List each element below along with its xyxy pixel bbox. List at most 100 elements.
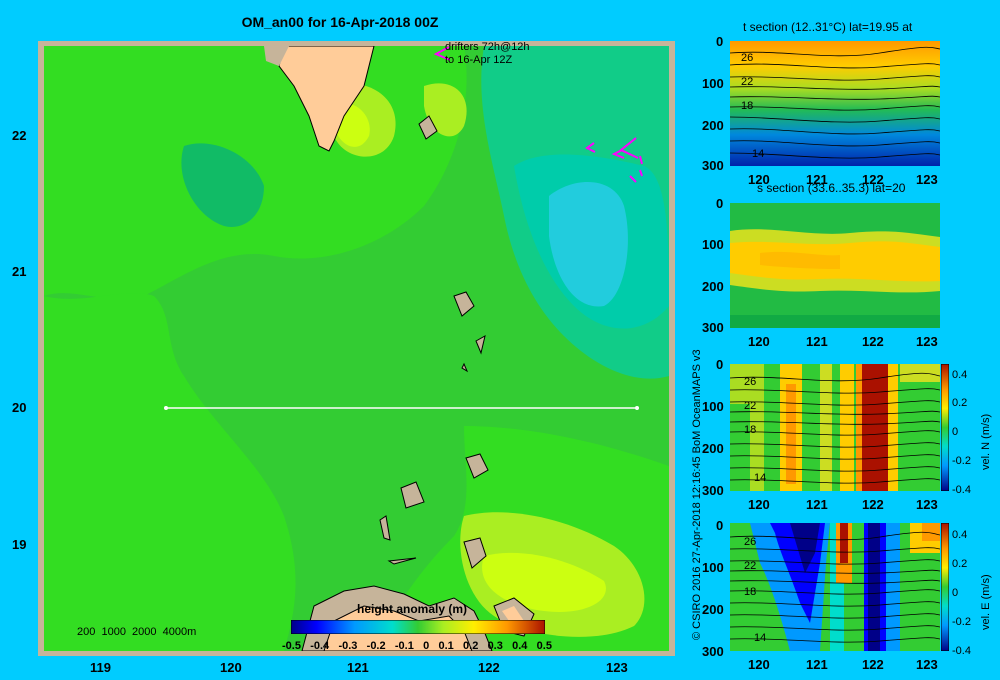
lon-tick-122: 122 xyxy=(478,660,500,675)
panel4-x-tick: 120 xyxy=(748,657,770,672)
velocity-north-panel[interactable] xyxy=(730,364,940,491)
panel3-x-tick: 123 xyxy=(916,497,938,512)
lon-tick-121: 121 xyxy=(347,660,369,675)
panel1-x-tick: 122 xyxy=(862,172,884,187)
panel3-x-tick: 121 xyxy=(806,497,828,512)
map-area[interactable] xyxy=(44,46,669,651)
panel1-x-tick: 121 xyxy=(806,172,828,187)
panel3-contour-label: 26 xyxy=(744,376,757,388)
panel4-contour-label: 26 xyxy=(744,536,757,548)
panel4-y-tick: 300 xyxy=(702,644,724,659)
panel3-x-tick: 120 xyxy=(748,497,770,512)
colorbar-labels: -0.5 -0.4 -0.3 -0.2 -0.1 0 0.1 0.2 0.3 0… xyxy=(282,640,552,652)
vel-n-colorbar xyxy=(941,364,949,491)
colorbar-label: -0.1 xyxy=(394,640,414,652)
panel2-y-tick: 200 xyxy=(702,279,724,294)
vel-n-tick: -0.4 xyxy=(952,484,971,496)
panel4-x-tick: 123 xyxy=(916,657,938,672)
panel3-y-tick: 0 xyxy=(716,357,724,372)
vel-n-tick: 0 xyxy=(952,426,959,438)
lon-tick-123: 123 xyxy=(606,660,628,675)
colorbar-label: 0.3 xyxy=(487,640,503,652)
colorbar-title: height anomaly (m) xyxy=(357,602,468,616)
vel-e-tick: 0.2 xyxy=(952,558,968,570)
panel2-y-tick: 100 xyxy=(702,237,724,252)
height-anomaly-map xyxy=(44,46,669,651)
colorbar-label: 0.4 xyxy=(512,640,528,652)
region-cyan-eddy xyxy=(549,182,628,307)
vel-e-tick: 0 xyxy=(952,587,959,599)
panel2-x-tick: 122 xyxy=(862,334,884,349)
colorbar-label: -0.5 xyxy=(282,640,301,652)
panel1-x-tick: 123 xyxy=(916,172,938,187)
panel1-contour-label: 14 xyxy=(752,148,765,160)
panel3-contour-label: 14 xyxy=(754,472,767,484)
panel1-x-tick: 120 xyxy=(748,172,770,187)
vel-e-tick: -0.4 xyxy=(952,645,971,657)
temperature-section-panel[interactable] xyxy=(730,41,940,166)
panel1-contour-label: 18 xyxy=(741,100,754,112)
vel-e-label: vel. E (m/s) xyxy=(980,574,992,630)
drifter-tracks xyxy=(433,46,643,183)
vel-n-tick: -0.2 xyxy=(952,455,971,467)
region-dark-green-west xyxy=(181,143,264,227)
panel2-y-tick: 300 xyxy=(702,320,724,335)
vel-n-label: vel. N (m/s) xyxy=(980,413,992,470)
panel1-y-tick: 100 xyxy=(702,76,724,91)
section-line-start[interactable] xyxy=(164,406,168,410)
lat-tick-22: 22 xyxy=(12,128,27,143)
drifters-label-line2: to 16-Apr 12Z xyxy=(445,54,513,66)
vel-e-colorbar xyxy=(941,523,949,651)
panel4-x-tick: 122 xyxy=(862,657,884,672)
panel4-contour-label: 14 xyxy=(754,632,767,644)
panel4-y-tick: 100 xyxy=(702,560,724,575)
panel2-x-tick: 121 xyxy=(806,334,828,349)
panel4-y-tick: 0 xyxy=(716,518,724,533)
colorbar-label: 0 xyxy=(423,640,430,652)
lon-tick-120: 120 xyxy=(220,660,242,675)
panel3-contour-label: 18 xyxy=(744,424,757,436)
panel3-y-tick: 300 xyxy=(702,483,724,498)
salinity-section-panel[interactable] xyxy=(730,203,940,328)
land-taiwan xyxy=(278,46,375,152)
panel2-y-tick: 0 xyxy=(716,196,724,211)
lon-tick-119: 119 xyxy=(90,660,111,675)
panel3-contour-label: 22 xyxy=(744,400,757,412)
panel2-x-tick: 120 xyxy=(748,334,770,349)
panel2-x-tick: 123 xyxy=(916,334,938,349)
panel4-contour-label: 22 xyxy=(744,560,757,572)
panel4-contour-label: 18 xyxy=(744,586,757,598)
colorbar-label: 0.1 xyxy=(438,640,454,652)
panel1-y-tick: 300 xyxy=(702,158,724,173)
region-light-green-southwest xyxy=(44,293,296,651)
panel4-x-tick: 121 xyxy=(806,657,828,672)
lat-tick-20: 20 xyxy=(12,400,27,415)
colorbar-label: 0.5 xyxy=(536,640,552,652)
panel2-title: s section (33.6..35.3) lat=20 xyxy=(757,181,906,195)
colorbar-label: -0.3 xyxy=(338,640,358,652)
panel1-contour-label: 26 xyxy=(741,52,754,64)
vel-e-tick: 0.4 xyxy=(952,529,968,541)
depth-scale-label: 200 1000 2000 4000m xyxy=(77,626,197,638)
vel-n-tick: 0.4 xyxy=(952,369,968,381)
panel1-y-tick: 0 xyxy=(716,34,724,49)
islands xyxy=(379,115,489,569)
colorbar-label: -0.4 xyxy=(310,640,330,652)
vel-e-tick: -0.2 xyxy=(952,616,971,628)
colorbar-label: 0.2 xyxy=(463,640,479,652)
vel-n-tick: 0.2 xyxy=(952,397,968,409)
panel1-title: t section (12..31°C) lat=19.95 at xyxy=(743,20,913,34)
panel3-y-tick: 200 xyxy=(702,441,724,456)
map-title: OM_an00 for 16-Apr-2018 00Z xyxy=(241,14,439,30)
panel4-y-tick: 200 xyxy=(702,602,724,617)
panel3-x-tick: 122 xyxy=(862,497,884,512)
colorbar-label: -0.2 xyxy=(366,640,386,652)
lat-tick-19: 19 xyxy=(12,537,27,552)
lat-tick-21: 21 xyxy=(12,264,27,279)
velocity-east-panel[interactable] xyxy=(730,523,940,651)
panel1-y-tick: 200 xyxy=(702,118,724,133)
drifters-label-line1: drifters 72h@12h xyxy=(445,41,530,53)
height-colorbar xyxy=(291,620,545,634)
section-line-end[interactable] xyxy=(635,406,639,410)
panel1-contour-label: 22 xyxy=(741,76,754,88)
